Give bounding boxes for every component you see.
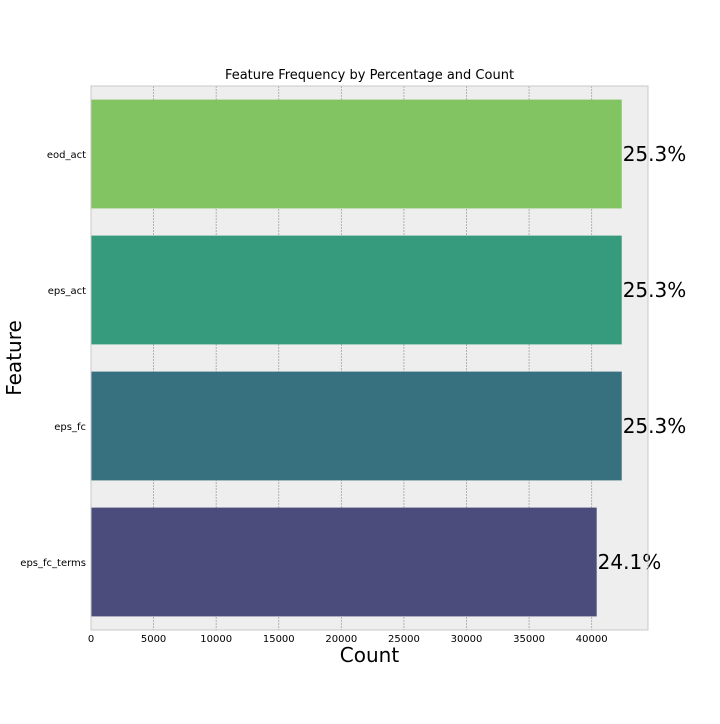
bars bbox=[91, 99, 622, 617]
x-tick-label: 30000 bbox=[451, 634, 483, 645]
chart-title: Feature Frequency by Percentage and Coun… bbox=[225, 68, 514, 83]
x-tick-label: 40000 bbox=[576, 634, 608, 645]
x-axis-label: Count bbox=[340, 643, 400, 667]
bar-eps-fc-terms bbox=[91, 507, 597, 617]
data-labels: 25.3% 25.3% 25.3% 24.1% bbox=[598, 142, 687, 574]
y-tick-label: eps_fc bbox=[54, 422, 86, 433]
bar-percent-label: 25.3% bbox=[623, 142, 687, 166]
x-tick-label: 10000 bbox=[200, 634, 232, 645]
y-tick-label: eps_fc_terms bbox=[20, 558, 86, 569]
y-tick-label: eod_act bbox=[47, 150, 86, 161]
x-tick-label: 20000 bbox=[325, 634, 357, 645]
plot-frame bbox=[90, 85, 649, 631]
y-axis-label: Feature bbox=[2, 320, 26, 396]
x-tick-labels: 0 5000 10000 15000 20000 25000 30000 35000 40000 bbox=[88, 634, 608, 645]
y-tick-label: eps_act bbox=[48, 286, 86, 297]
y-tick-labels: eod_act eps_act eps_fc eps_fc_terms bbox=[20, 150, 86, 569]
x-tick-label: 25000 bbox=[388, 634, 420, 645]
x-tick-label: 35000 bbox=[513, 634, 545, 645]
bar-percent-label: 25.3% bbox=[623, 414, 687, 438]
bar-percent-label: 25.3% bbox=[623, 278, 687, 302]
bar-percent-label: 24.1% bbox=[598, 550, 662, 574]
x-tick-label: 0 bbox=[88, 634, 94, 645]
x-tick-label: 15000 bbox=[263, 634, 295, 645]
bar-eps-act bbox=[91, 235, 622, 345]
bar-eps-fc bbox=[91, 371, 622, 481]
bar-eod-act bbox=[91, 99, 622, 209]
x-tick-label: 5000 bbox=[141, 634, 166, 645]
